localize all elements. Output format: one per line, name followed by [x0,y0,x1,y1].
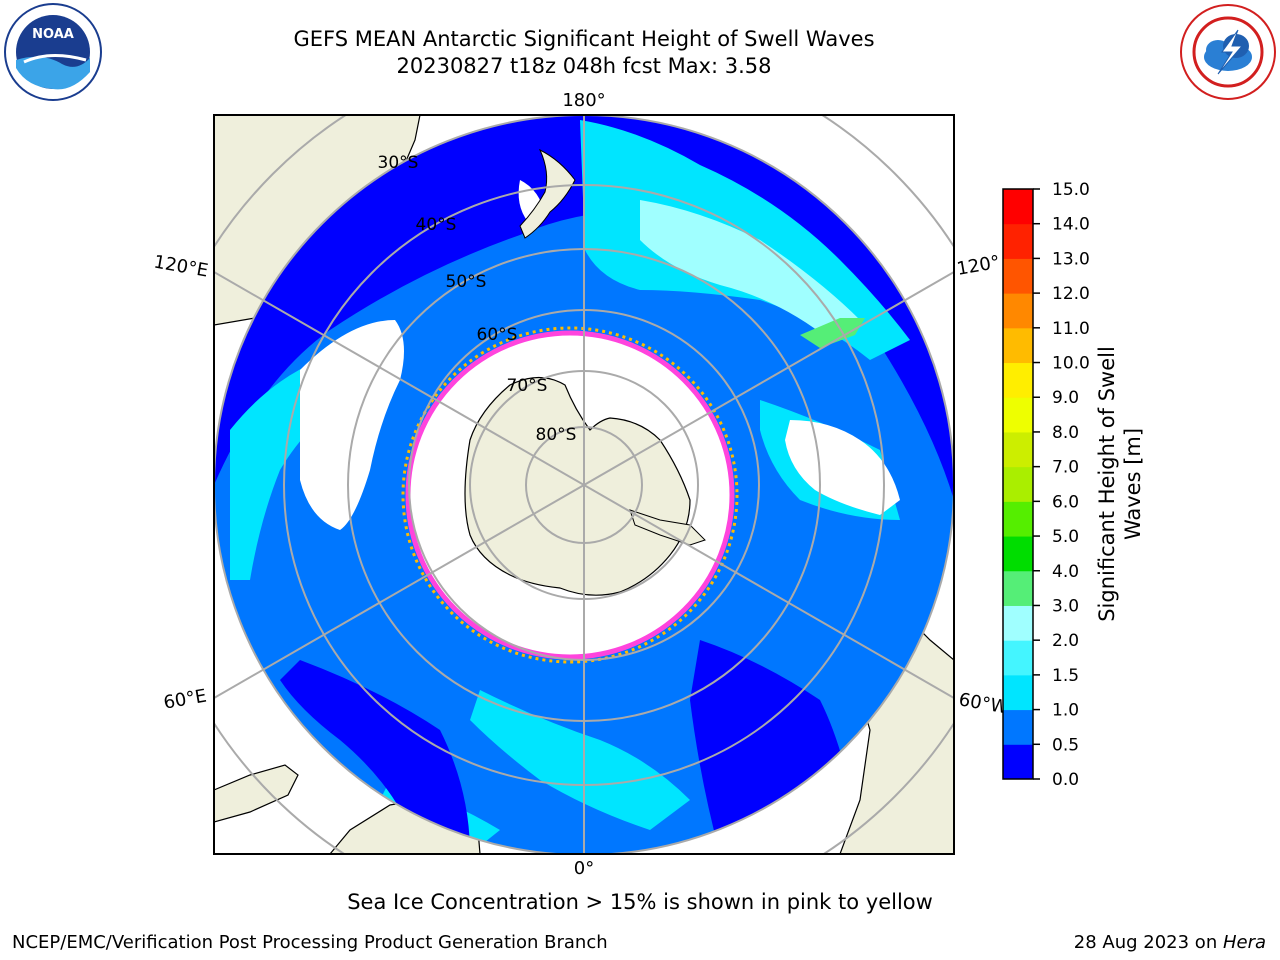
colorbar-swatch [1003,640,1033,676]
colorbar-label-line2: Waves [m] [1121,428,1145,540]
colorbar-swatch [1003,570,1033,606]
colorbar-swatch [1003,293,1033,329]
colorbar-swatch [1003,258,1033,294]
colorbar-tick-label: 0.5 [1052,735,1079,755]
colorbar-tick-label: 0.0 [1052,770,1079,790]
colorbar-tick-label: 1.0 [1052,701,1079,721]
lon-label-180: 180° [562,90,605,111]
lat-label-80s: 80°S [536,425,577,445]
colorbar-swatch [1003,431,1033,468]
colorbar-swatch [1003,501,1033,537]
colorbar-tick-label: 9.0 [1052,388,1079,408]
colorbar-swatch [1003,397,1033,433]
colorbar-tick-label: 14.0 [1052,215,1090,235]
nws-logo [1180,4,1276,100]
page-title: GEFS MEAN Antarctic Significant Height o… [293,27,875,51]
colorbar-label-line1: Significant Height of Swell [1095,346,1119,622]
lat-label-60s: 60°S [477,325,518,345]
colorbar-tick-label: 7.0 [1052,458,1079,478]
colorbar-tick-label: 11.0 [1052,319,1090,339]
colorbar-tick-label: 6.0 [1052,492,1079,512]
noaa-logo: NOAA [4,3,102,101]
colorbar-swatch [1003,605,1033,641]
lon-label-0: 0° [574,858,594,879]
colorbar-tick-label: 13.0 [1052,249,1090,269]
antarctica-landmass [464,376,691,596]
sea-ice-note: Sea Ice Concentration > 15% is shown in … [347,890,933,914]
forecast-subtitle: 20230827 t18z 048h fcst Max: 3.58 [396,54,772,78]
colorbar-tick-label: 12.0 [1052,284,1090,304]
lat-label-30s: 30°S [378,153,419,173]
colorbar-tick-label: 15.0 [1052,180,1090,200]
colorbar-swatch [1003,362,1033,398]
lon-label-60e: 60°E [162,685,208,713]
colorbar-tick-label: 10.0 [1052,354,1090,374]
colorbar-tick-label: 3.0 [1052,596,1079,616]
colorbar-tick-label: 2.0 [1052,631,1079,651]
colorbar: 0.0 0.5 1.0 1.5 2.0 3.0 4.0 5.0 6.0 7.0 8.0 9.0 10.0… [1002,180,1145,790]
footer-date: 28 Aug 2023 on Hera [1074,932,1266,953]
colorbar-tick-label: 4.0 [1052,562,1079,582]
colorbar-tick-label: 1.5 [1052,666,1079,686]
colorbar-tick-label: 5.0 [1052,527,1079,547]
footer-date-text: 28 Aug 2023 on [1073,932,1223,953]
colorbar-swatch [1003,744,1033,780]
lat-label-40s: 40°S [416,215,457,235]
colorbar-swatch [1003,709,1033,745]
lat-label-50s: 50°S [446,272,487,292]
footer-credit: NCEP/EMC/Verification Post Processing Pr… [12,932,608,953]
lat-label-70s: 70°S [507,376,548,396]
colorbar-swatch [1003,536,1033,572]
madagascar-landmass [214,764,299,823]
colorbar-swatch [1003,466,1033,502]
colorbar-swatch [1003,189,1033,225]
new-zealand-landmass [519,148,576,239]
lon-label-120e: 120°E [152,251,210,281]
colorbar-swatch [1003,674,1033,711]
colorbar-swatch [1003,223,1033,259]
noaa-logo-text: NOAA [32,27,74,42]
colorbar-tick-label: 8.0 [1052,423,1079,443]
colorbar-swatch [1003,327,1033,364]
footer-host: Hera [1222,932,1266,953]
